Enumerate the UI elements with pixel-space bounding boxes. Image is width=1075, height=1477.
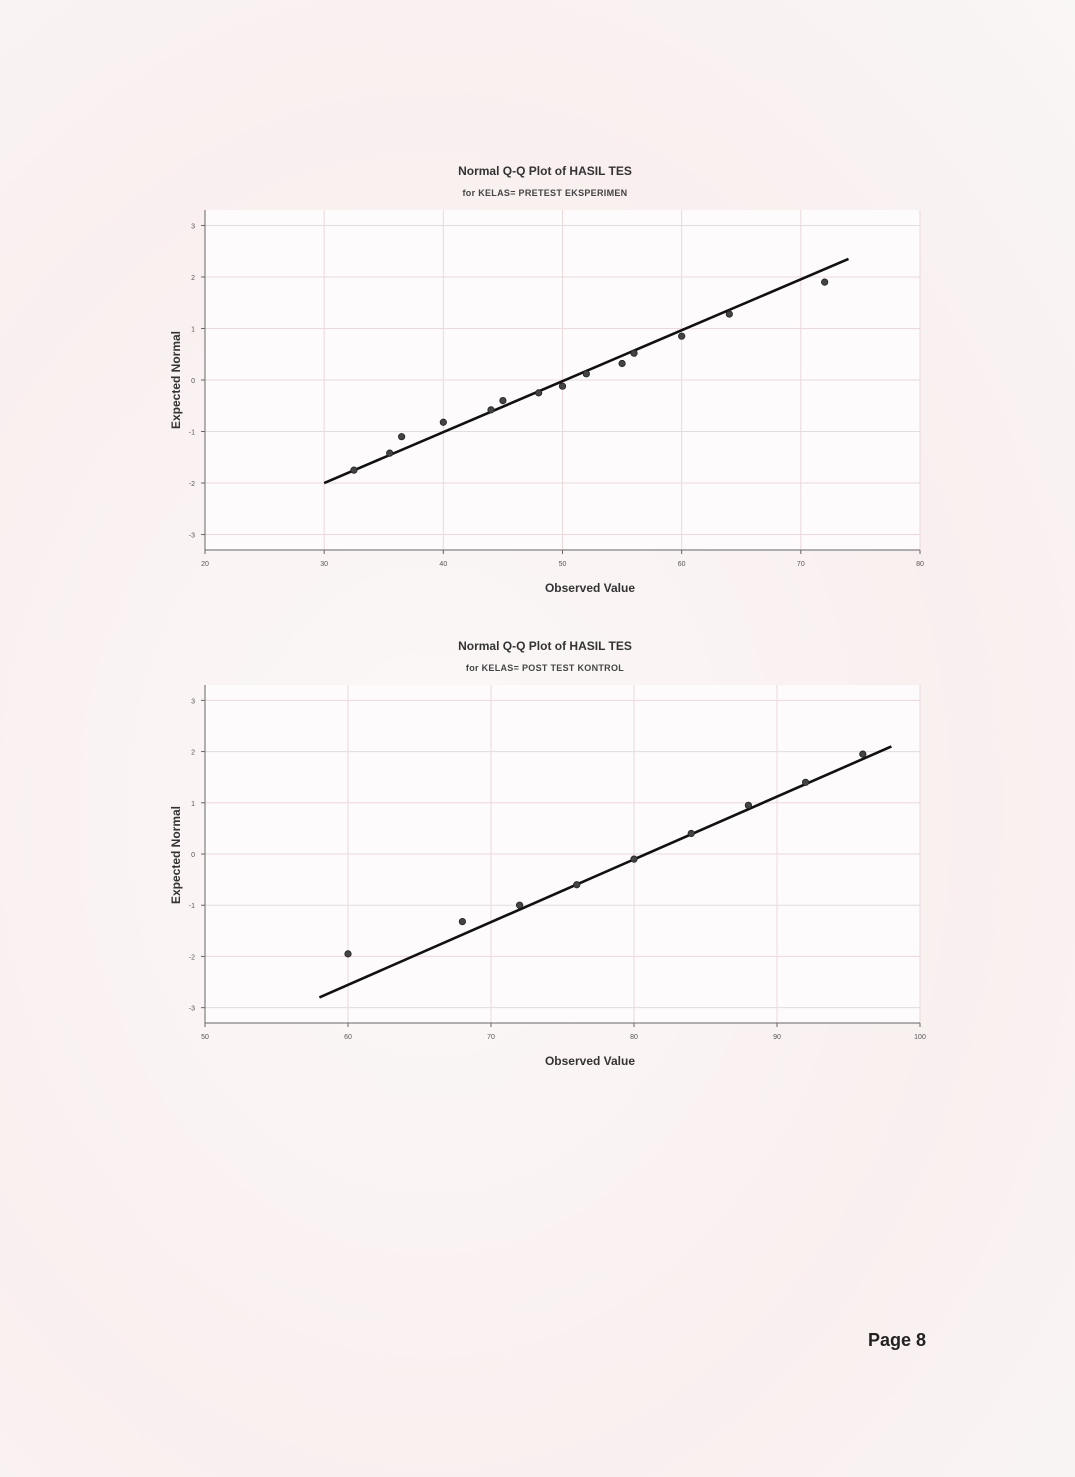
y-tick-label: 1 xyxy=(191,801,195,808)
data-point xyxy=(859,750,867,758)
x-tick-label: 90 xyxy=(773,1034,781,1041)
data-point xyxy=(618,359,626,368)
y-tick-label: -3 xyxy=(189,533,195,540)
y-tick-label: 3 xyxy=(191,698,195,705)
data-point xyxy=(821,278,829,286)
qq-plot-pretest-eksperimen: 20 30 40 50 60 70 80 3 2 1 0 -1 -2 -3 Observed Value Ex… xyxy=(150,160,940,605)
data-point xyxy=(573,881,581,889)
x-tick-label: 40 xyxy=(439,561,447,568)
x-tick-label: 80 xyxy=(630,1034,638,1041)
x-axis-label: Observed Value xyxy=(545,581,635,595)
x-tick-label: 30 xyxy=(320,561,328,568)
data-point xyxy=(630,855,638,863)
data-point xyxy=(558,382,567,390)
data-point xyxy=(350,466,358,474)
y-tick-label: 0 xyxy=(191,378,195,385)
page-number: Page 8 xyxy=(868,1330,927,1350)
y-axis-label: Expected Normal xyxy=(169,806,183,904)
data-point xyxy=(398,433,406,441)
data-point xyxy=(439,418,447,426)
data-point xyxy=(458,917,466,926)
x-tick-label: 100 xyxy=(914,1034,926,1041)
y-tick-label: -3 xyxy=(189,1006,195,1013)
data-point xyxy=(487,406,495,414)
chart-subtitle: for KELAS= PRETEST EKSPERIMEN xyxy=(462,188,628,198)
y-tick-label: 2 xyxy=(191,275,195,282)
x-tick-label: 70 xyxy=(797,561,805,568)
data-point xyxy=(386,449,394,457)
y-tick-label: 3 xyxy=(191,223,195,230)
data-point xyxy=(678,332,686,340)
y-axis-label: Expected Normal xyxy=(169,331,183,429)
chart-title: Normal Q-Q Plot of HASIL TES xyxy=(458,639,632,653)
x-tick-label: 60 xyxy=(344,1034,352,1041)
data-point xyxy=(687,829,695,838)
x-tick-label: 70 xyxy=(487,1034,495,1041)
data-point xyxy=(499,397,507,405)
data-point xyxy=(535,389,543,397)
qq-plot-canvas: 20 30 40 50 60 70 80 3 2 1 0 -1 -2 -3 Observed Value Ex… xyxy=(169,210,924,595)
data-point xyxy=(515,901,524,909)
x-tick-label: 50 xyxy=(559,561,567,568)
data-point xyxy=(582,370,590,378)
y-tick-label: 2 xyxy=(191,750,195,757)
y-tick-label: -1 xyxy=(189,903,195,910)
x-tick-label: 50 xyxy=(201,1034,209,1041)
data-point xyxy=(744,801,753,809)
qq-plot-posttest-kontrol: 50 60 70 80 90 100 3 2 1 0 -1 -2 -3 Observed Value Exp… xyxy=(150,635,940,1075)
x-tick-label: 60 xyxy=(678,561,686,568)
data-point xyxy=(725,310,733,318)
data-point xyxy=(630,349,638,357)
y-tick-label: -2 xyxy=(189,481,195,488)
data-point xyxy=(344,950,352,958)
y-tick-label: 1 xyxy=(191,326,195,333)
x-tick-label: 80 xyxy=(916,561,924,568)
y-tick-label: -2 xyxy=(189,954,195,961)
qq-plot-canvas: 50 60 70 80 90 100 3 2 1 0 -1 -2 -3 Observed Value Exp… xyxy=(169,685,926,1068)
x-tick-label: 20 xyxy=(201,561,209,568)
chart-title: Normal Q-Q Plot of HASIL TES xyxy=(458,164,632,178)
y-tick-label: 0 xyxy=(191,852,195,859)
chart-subtitle: for KELAS= POST TEST KONTROL xyxy=(465,663,625,673)
x-axis-label: Observed Value xyxy=(545,1054,635,1068)
y-tick-label: -1 xyxy=(189,430,195,437)
data-point xyxy=(801,778,810,786)
reference-line xyxy=(318,745,892,999)
